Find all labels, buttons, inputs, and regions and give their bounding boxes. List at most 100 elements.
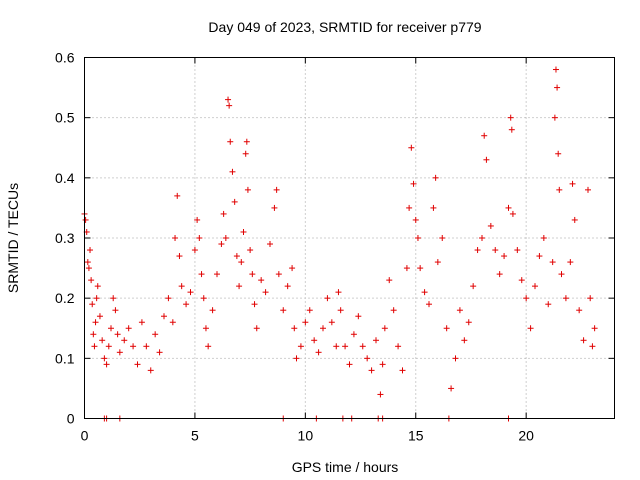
data-point <box>421 289 428 296</box>
data-point <box>390 307 397 314</box>
data-point <box>434 259 441 266</box>
data-point <box>555 150 562 157</box>
data-point <box>567 259 574 266</box>
data-point <box>373 337 379 344</box>
data-point <box>580 337 587 344</box>
data-point <box>297 343 304 350</box>
data-point <box>105 343 112 350</box>
data-point <box>562 295 569 302</box>
data-point <box>258 277 265 284</box>
x-tick-label: 15 <box>408 428 424 444</box>
data-point <box>218 241 225 248</box>
data-point <box>196 235 203 241</box>
data-point <box>571 216 578 223</box>
data-point <box>487 222 494 229</box>
data-point <box>483 156 490 163</box>
data-point <box>110 295 117 302</box>
data-point <box>229 168 236 175</box>
data-point <box>452 355 459 362</box>
data-point <box>306 307 313 314</box>
data-point <box>251 301 258 308</box>
data-point <box>509 210 516 217</box>
data-point <box>552 66 559 73</box>
data-point <box>191 247 198 254</box>
data-point <box>514 247 521 254</box>
data-point <box>403 265 410 272</box>
data-point <box>410 180 417 187</box>
data-point <box>253 325 260 332</box>
data-point <box>247 247 254 254</box>
y-tick-label: 0.6 <box>55 50 75 66</box>
data-point <box>439 235 446 241</box>
data-point <box>112 307 119 314</box>
data-point <box>96 313 103 320</box>
data-point <box>93 295 100 302</box>
data-point <box>293 355 300 362</box>
data-point <box>94 283 101 290</box>
data-point <box>576 307 583 314</box>
data-point <box>368 367 375 374</box>
data-point <box>174 192 181 199</box>
data-point <box>551 114 558 121</box>
data-point <box>377 391 384 398</box>
data-point <box>108 325 114 332</box>
data-point <box>536 253 543 260</box>
data-point <box>233 253 240 260</box>
data-point <box>209 307 216 314</box>
data-point <box>194 216 201 223</box>
data-point <box>430 204 437 211</box>
data-point <box>275 271 282 278</box>
data-point <box>88 277 95 284</box>
data-point <box>200 295 207 302</box>
data-point <box>125 325 132 332</box>
data-point <box>99 337 106 344</box>
data-point <box>315 349 322 356</box>
y-tick-label: 0.3 <box>55 230 75 246</box>
data-point <box>585 186 591 193</box>
data-point <box>507 114 514 121</box>
data-point <box>236 283 243 290</box>
data-point <box>249 271 256 278</box>
data-point <box>448 385 455 392</box>
data-point <box>355 313 362 320</box>
data-point <box>172 235 179 241</box>
data-point <box>165 295 172 302</box>
data-point <box>238 259 245 266</box>
data-point <box>549 259 556 266</box>
data-point <box>532 283 538 290</box>
data-point <box>143 343 150 350</box>
x-tick-label: 20 <box>518 428 534 444</box>
data-point <box>222 235 229 241</box>
data-point <box>205 343 212 350</box>
data-point <box>589 343 596 350</box>
data-point <box>496 271 503 278</box>
data-point <box>291 325 298 332</box>
data-point <box>432 174 439 181</box>
data-point <box>284 283 291 290</box>
data-point <box>240 228 247 235</box>
data-point <box>333 343 340 350</box>
data-point <box>408 144 415 151</box>
data-point <box>518 277 525 284</box>
data-point <box>82 216 89 223</box>
data-point <box>101 355 108 362</box>
data-point <box>220 210 227 217</box>
data-point <box>540 235 547 241</box>
data-point <box>386 277 393 284</box>
data-point <box>417 265 424 272</box>
data-point <box>346 361 353 368</box>
x-tick-label: 10 <box>298 428 314 444</box>
data-point <box>545 301 552 308</box>
data-point <box>156 349 163 356</box>
data-point <box>426 301 432 308</box>
data-point <box>152 331 159 338</box>
data-point <box>243 138 250 145</box>
data-point <box>461 337 468 344</box>
data-point <box>379 361 386 368</box>
data-point <box>481 132 488 139</box>
data-point <box>406 204 413 211</box>
x-tick-label: 5 <box>191 428 199 444</box>
data-point <box>364 355 371 362</box>
data-point <box>147 367 154 374</box>
